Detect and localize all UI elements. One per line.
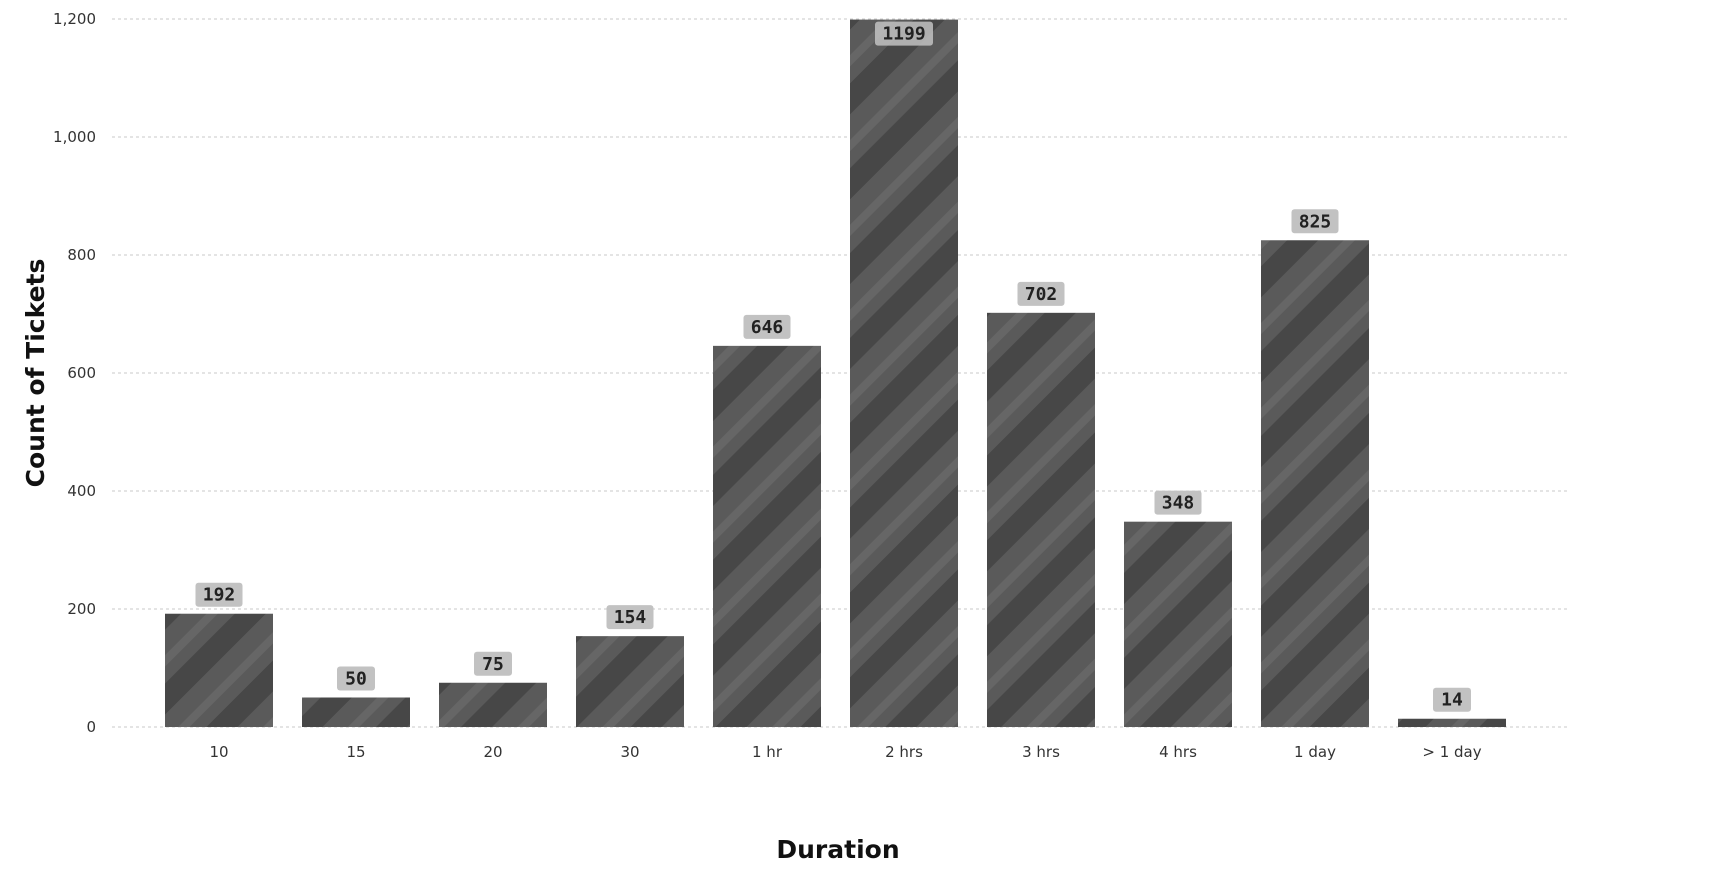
bar: [850, 19, 958, 727]
bar: [165, 613, 273, 727]
data-label-bg: [337, 666, 375, 691]
x-tick-label: 1 hr: [752, 743, 783, 761]
data-label-bg: [1433, 687, 1471, 712]
data-label: 192: [203, 585, 236, 606]
x-tick-label: > 1 day: [1422, 743, 1481, 761]
data-label-bg: [1291, 209, 1339, 234]
data-label-bg: [1154, 490, 1202, 515]
data-label: 825: [1299, 211, 1332, 232]
data-label-bg: [1017, 281, 1065, 306]
data-label-bg: [195, 582, 243, 607]
data-label: 154: [614, 607, 647, 628]
data-label: 702: [1025, 284, 1058, 305]
data-label: 348: [1162, 493, 1195, 514]
bar: [1398, 718, 1506, 727]
y-tick-label: 1,200: [53, 10, 96, 28]
y-axis-ticks: 0 200 400 600 800 1,000 1,200: [53, 10, 96, 736]
x-tick-label: 1 day: [1294, 743, 1336, 761]
bar: [713, 345, 821, 727]
y-tick-label: 0: [86, 718, 96, 736]
data-labels: 192 50 75 154 646 1199 702 348 825 14: [195, 21, 1471, 712]
data-label-bg: [875, 21, 933, 46]
data-label-bg: [606, 605, 654, 630]
data-label-bg: [743, 314, 791, 339]
bar: [302, 697, 410, 727]
data-label: 50: [345, 669, 367, 690]
x-tick-label: 2 hrs: [885, 743, 923, 761]
y-tick-label: 200: [67, 600, 96, 618]
data-label: 75: [482, 654, 504, 675]
x-tick-label: 10: [209, 743, 228, 761]
bar: [439, 682, 547, 727]
data-label: 14: [1441, 690, 1463, 711]
bar: [576, 636, 684, 727]
bar: [987, 312, 1095, 727]
x-tick-label: 15: [346, 743, 365, 761]
x-tick-label: 3 hrs: [1022, 743, 1060, 761]
y-axis-title: Count of Tickets: [21, 259, 50, 488]
gridlines: [112, 18, 1570, 728]
x-tick-label: 4 hrs: [1159, 743, 1197, 761]
y-tick-label: 400: [67, 482, 96, 500]
y-tick-label: 800: [67, 246, 96, 264]
y-tick-label: 1,000: [53, 128, 96, 146]
bar: [1124, 521, 1232, 727]
x-tick-label: 30: [620, 743, 639, 761]
data-label: 646: [751, 317, 784, 338]
bar: [1261, 240, 1369, 727]
data-label-bg: [474, 651, 512, 676]
data-label: 1199: [882, 24, 925, 45]
x-axis-ticks: 10 15 20 30 1 hr 2 hrs 3 hrs 4 hrs 1 day > 1 day: [209, 743, 1481, 761]
y-tick-label: 600: [67, 364, 96, 382]
x-axis-title: Duration: [776, 835, 899, 864]
bars: [165, 19, 1506, 727]
x-tick-label: 20: [483, 743, 502, 761]
